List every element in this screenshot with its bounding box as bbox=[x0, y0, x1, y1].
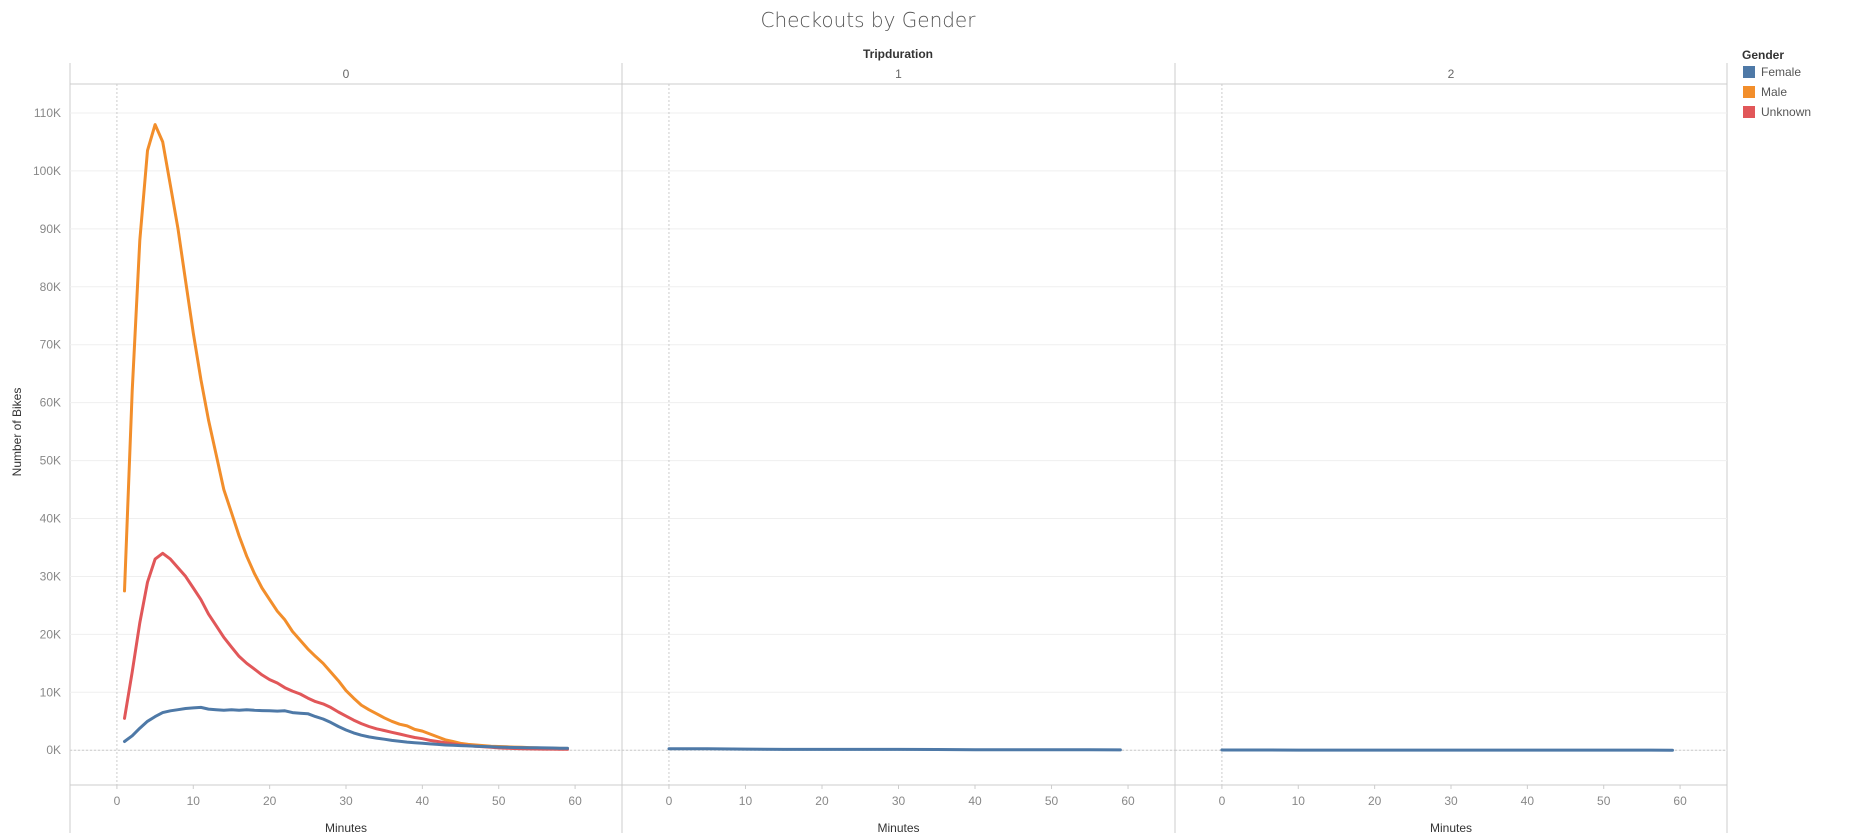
legend-label-female: Female bbox=[1761, 65, 1801, 79]
x-tick-label: 0 bbox=[114, 794, 121, 808]
y-tick-label: 80K bbox=[40, 280, 61, 294]
x-tick-label: 20 bbox=[1368, 794, 1382, 808]
legend-title: Gender bbox=[1742, 48, 1784, 62]
series-line-unknown bbox=[123, 551, 569, 751]
y-axis-title: Number of Bikes bbox=[10, 388, 24, 477]
chart-title: Checkouts by Gender bbox=[761, 8, 977, 32]
x-tick-label: 60 bbox=[568, 794, 582, 808]
y-tick-label: 110K bbox=[34, 106, 61, 120]
y-tick-label: 70K bbox=[40, 338, 61, 352]
legend-label-unknown: Unknown bbox=[1761, 105, 1811, 119]
series-line-female bbox=[123, 705, 569, 750]
x-axis-title: Minutes bbox=[325, 821, 367, 833]
x-tick-label: 10 bbox=[1292, 794, 1306, 808]
legend-swatch-female bbox=[1743, 66, 1755, 78]
x-tick-label: 30 bbox=[339, 794, 353, 808]
y-tick-label: 40K bbox=[40, 512, 61, 526]
series-line-female bbox=[667, 747, 1122, 752]
y-tick-label: 30K bbox=[40, 569, 61, 583]
panel-label: 0 bbox=[343, 67, 350, 81]
legend-swatch-unknown bbox=[1743, 106, 1755, 118]
x-tick-label: 0 bbox=[1219, 794, 1226, 808]
x-tick-label: 40 bbox=[416, 794, 430, 808]
panel-label: 1 bbox=[895, 67, 902, 81]
legend-swatch-male bbox=[1743, 86, 1755, 98]
x-tick-label: 20 bbox=[263, 794, 277, 808]
y-tick-label: 100K bbox=[33, 164, 61, 178]
series-line-male bbox=[123, 123, 569, 750]
y-tick-label: 60K bbox=[40, 396, 61, 410]
x-tick-label: 0 bbox=[666, 794, 673, 808]
legend: Gender Female Male Unknown bbox=[1742, 48, 1811, 119]
legend-label-male: Male bbox=[1761, 85, 1787, 99]
x-axis-title: Minutes bbox=[877, 821, 919, 833]
column-header: Tripduration bbox=[863, 47, 933, 61]
y-tick-label: 50K bbox=[40, 454, 61, 468]
x-tick-label: 10 bbox=[739, 794, 753, 808]
y-tick-label: 90K bbox=[40, 222, 61, 236]
x-tick-label: 40 bbox=[968, 794, 982, 808]
panel-label: 2 bbox=[1448, 67, 1455, 81]
y-tick-label: 20K bbox=[40, 627, 61, 641]
y-tick-label: 0K bbox=[46, 743, 61, 757]
x-tick-label: 60 bbox=[1121, 794, 1135, 808]
y-axis: 0K 10K 20K 30K 40K 50K 60K 70K 80K 90K 100K 110K bbox=[33, 106, 61, 757]
x-tick-label: 20 bbox=[815, 794, 829, 808]
panel-0: 0 0 10 20 30 40 50 60 Minutes bbox=[70, 67, 622, 833]
x-axis-title: Minutes bbox=[1430, 821, 1472, 833]
x-tick-label: 60 bbox=[1673, 794, 1687, 808]
x-tick-label: 30 bbox=[892, 794, 906, 808]
x-tick-label: 30 bbox=[1444, 794, 1458, 808]
x-tick-label: 50 bbox=[1597, 794, 1611, 808]
x-tick-label: 10 bbox=[187, 794, 201, 808]
x-tick-label: 40 bbox=[1521, 794, 1535, 808]
x-tick-label: 50 bbox=[492, 794, 506, 808]
y-tick-label: 10K bbox=[40, 685, 61, 699]
x-tick-label: 50 bbox=[1045, 794, 1059, 808]
